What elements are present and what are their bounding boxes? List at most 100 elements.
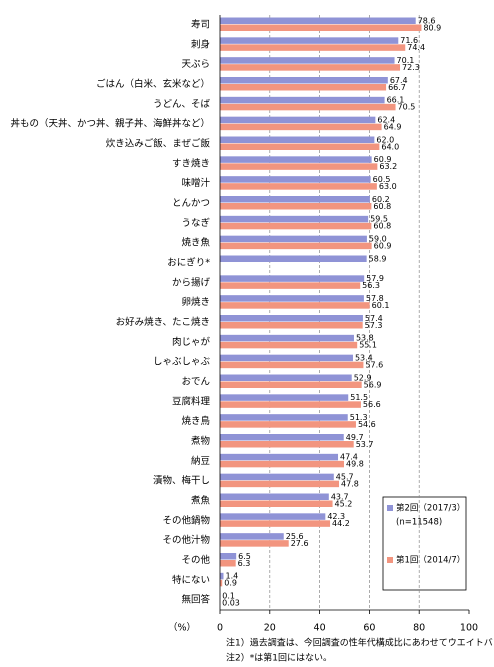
legend-box [382,496,467,591]
category-label: 煮魚 [191,494,211,506]
bar [220,520,331,527]
category-label: 特にない [172,574,210,586]
value-label: 45.2 [335,499,353,508]
value-label: 56.9 [364,380,382,389]
bar [220,77,388,84]
value-label: 55.1 [359,341,377,350]
bar [220,222,372,230]
category-label: その他 [181,554,210,566]
value-label: 57.3 [365,321,383,330]
category-label: 肉じゃが [172,336,211,348]
value-label: 59.5 [370,215,388,224]
value-label: 80.9 [423,23,441,32]
bar [220,560,236,567]
bar [220,414,348,421]
x-tick-label: 40 [314,623,326,634]
value-label: 45.7 [336,472,354,481]
value-label: 6.3 [238,559,251,568]
bar [220,434,344,441]
bar [220,24,422,31]
value-label: 25.6 [286,532,304,541]
value-label: 57.4 [365,314,383,323]
value-label: 47.8 [341,479,359,488]
value-label: 56.6 [363,400,381,409]
value-label: 60.8 [373,202,391,211]
category-label: 味噌汁 [181,177,210,189]
category-label: 無回答 [181,594,210,606]
category-label: おにぎり* [167,256,210,268]
category-label: うなぎ [181,217,210,229]
bar [220,473,334,481]
category-label: 納豆 [191,455,210,467]
value-label: 70.1 [397,56,415,65]
bar [220,235,367,243]
bar [220,322,363,329]
bar [220,96,385,104]
bar [220,374,352,381]
bar [220,37,399,44]
value-label: 53.7 [356,440,374,449]
bar [220,315,363,322]
category-label: お好み焼き、たこ焼き [116,316,210,328]
legend-label: 第2回（2017/3） [396,503,465,514]
bar [220,255,367,262]
bar [220,401,361,408]
category-label: しゃぶしゃぶ [153,357,211,368]
value-label: 59.0 [369,234,387,243]
bar [220,156,372,163]
x-tick-label: 60 [363,623,375,634]
bar [220,215,369,223]
bar [220,493,329,500]
category-label: 卵焼き [181,296,210,308]
bar [220,136,375,143]
bar [220,242,372,250]
bar [220,533,284,540]
bar [220,116,376,124]
value-label: 51.3 [350,413,368,422]
value-label: 72.3 [402,63,420,72]
legend-swatch [387,505,393,511]
x-tick-label: 0 [217,623,223,634]
value-label: 6.5 [238,552,251,561]
value-label: 1.4 [225,572,238,581]
category-label: その他鍋物 [162,514,210,526]
category-label: 丼もの（天丼、かつ丼、親子丼、海鮮丼など） [10,118,210,130]
legend-swatch [387,557,393,563]
value-label: 62.4 [377,115,395,124]
bar [220,381,362,388]
value-label: 63.0 [379,182,397,191]
x-tick-label: 80 [413,623,425,634]
bar [220,103,396,111]
value-label: 27.6 [291,539,309,548]
bar [220,295,364,302]
x-tick-label: 100 [460,623,478,634]
bar [220,123,382,131]
value-label: 56.3 [362,281,380,290]
value-label: 57.9 [366,274,384,283]
bar [220,334,354,342]
value-label: 53.4 [355,353,373,362]
bar [220,441,354,448]
value-label: 74.4 [407,43,425,52]
bar [220,394,349,401]
bar [220,275,365,282]
bar [220,453,339,461]
bar [220,17,416,24]
value-label: 62.0 [376,135,394,144]
bar [220,143,380,150]
bar [220,361,364,369]
value-label: 42.3 [327,512,345,521]
category-label: から揚げ [172,276,211,288]
value-label: 49.7 [346,433,364,442]
value-label: 60.5 [373,175,391,184]
bar [220,341,358,349]
category-label: ごはん（白米、玄米など） [96,78,210,90]
bar [220,460,345,468]
value-label: 60.9 [374,155,392,164]
note: 注1）過去調査は、今回調査の性年代構成比にあわせてウエイトバックした値。 [226,637,494,649]
bar [220,57,395,64]
value-label: 52.9 [354,373,372,382]
value-label: 64.0 [381,142,399,151]
value-label: 0.03 [222,598,240,607]
